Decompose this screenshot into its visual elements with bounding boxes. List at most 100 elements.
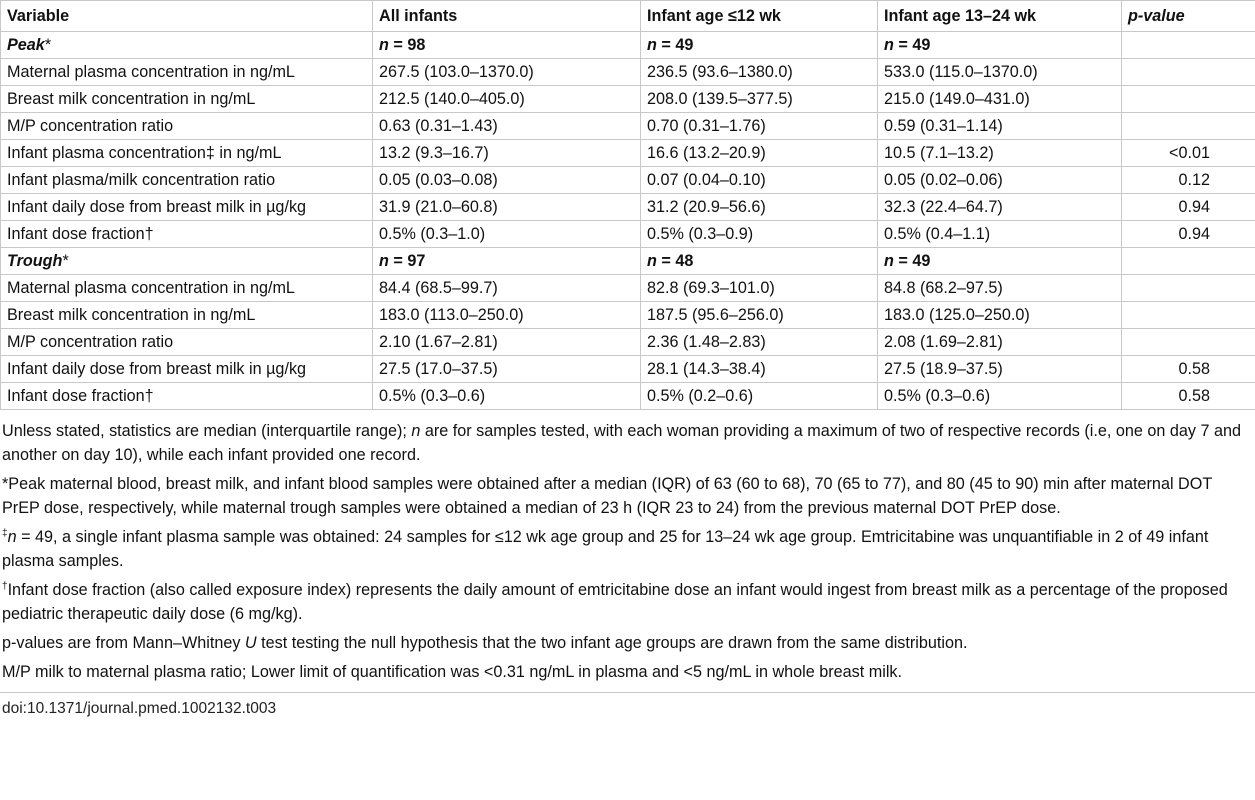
n-value: 97 — [407, 252, 426, 270]
table-row: Maternal plasma concentration in ng/mL 84… — [0, 274, 1255, 302]
cell-variable: Breast milk concentration in ng/mL — [0, 85, 373, 113]
table-figure: Variable All infants Infant age ≤12 wk I… — [0, 0, 1255, 717]
cell-age-le12: 31.2 (20.9–56.6) — [640, 193, 878, 221]
group-p-empty — [1121, 31, 1255, 59]
footnote-peak-trough: *Peak maternal blood, breast milk, and i… — [2, 475, 1212, 517]
n-symbol: n — [379, 36, 389, 54]
header-all-infants: All infants — [372, 0, 641, 32]
group-row-peak: Peak* n = 98 n = 49 n = 49 — [0, 31, 1255, 59]
cell-age-13-24: 215.0 (149.0–431.0) — [877, 85, 1122, 113]
n-value: 48 — [675, 252, 694, 270]
group-label-cell: Peak* — [0, 31, 373, 59]
cell-age-13-24: 0.5% (0.3–0.6) — [877, 382, 1122, 410]
doi-link[interactable]: doi:10.1371/journal.pmed.1002132.t003 — [2, 700, 277, 717]
table-row: Infant plasma/milk concentration ratio 0.… — [0, 166, 1255, 194]
cell-age-13-24: 0.59 (0.31–1.14) — [877, 112, 1122, 140]
cell-p-value — [1121, 85, 1255, 113]
footnote-text: test testing the null hypothesis that th… — [256, 634, 968, 652]
header-row: Variable All infants Infant age ≤12 wk I… — [0, 0, 1255, 32]
footnote-italic: n — [411, 422, 421, 440]
cell-age-13-24: 533.0 (115.0–1370.0) — [877, 58, 1122, 86]
cell-age-13-24: 27.5 (18.9–37.5) — [877, 355, 1122, 383]
cell-all-infants: 183.0 (113.0–250.0) — [372, 301, 641, 329]
cell-age-le12: 0.5% (0.2–0.6) — [640, 382, 878, 410]
cell-age-le12: 28.1 (14.3–38.4) — [640, 355, 878, 383]
group-row-trough: Trough* n = 97 n = 48 n = 49 — [0, 247, 1255, 275]
cell-p-value — [1121, 112, 1255, 140]
table-footnotes: Unless stated, statistics are median (in… — [0, 419, 1252, 684]
n-value: 49 — [675, 36, 694, 54]
n-symbol: n — [884, 252, 894, 270]
cell-p-value: <0.01 — [1121, 139, 1255, 167]
cell-all-infants: 31.9 (21.0–60.8) — [372, 193, 641, 221]
n-value: 49 — [912, 36, 931, 54]
cell-p-value: 0.94 — [1121, 220, 1255, 248]
header-age-13-24: Infant age 13–24 wk — [877, 0, 1122, 32]
group-n-13-24: n = 49 — [877, 247, 1122, 275]
footnote-p-values: p-values are from Mann–Whitney U test te… — [2, 631, 1252, 655]
n-value: 49 — [912, 252, 931, 270]
cell-age-le12: 0.07 (0.04–0.10) — [640, 166, 878, 194]
cell-variable: Infant daily dose from breast milk in µg… — [0, 193, 373, 221]
table-row: Infant dose fraction† 0.5% (0.3–1.0) 0.5% … — [0, 220, 1255, 248]
footnote-text: Infant dose fraction (also called exposu… — [2, 581, 1228, 623]
cell-p-value: 0.94 — [1121, 193, 1255, 221]
cell-age-le12: 0.70 (0.31–1.76) — [640, 112, 878, 140]
cell-age-le12: 16.6 (13.2–20.9) — [640, 139, 878, 167]
footnote-infant-plasma: ‡n = 49, a single infant plasma sample w… — [2, 525, 1252, 573]
group-label: Trough — [7, 252, 63, 270]
cell-variable: Infant dose fraction† — [0, 382, 373, 410]
cell-all-infants: 0.63 (0.31–1.43) — [372, 112, 641, 140]
cell-all-infants: 2.10 (1.67–2.81) — [372, 328, 641, 356]
cell-p-value: 0.58 — [1121, 355, 1255, 383]
cell-p-value — [1121, 328, 1255, 356]
cell-age-13-24: 0.05 (0.02–0.06) — [877, 166, 1122, 194]
group-p-empty — [1121, 247, 1255, 275]
cell-variable: M/P concentration ratio — [0, 112, 373, 140]
cell-all-infants: 0.05 (0.03–0.08) — [372, 166, 641, 194]
header-p-value-text: p-value — [1128, 7, 1185, 25]
cell-all-infants: 0.5% (0.3–0.6) — [372, 382, 641, 410]
cell-all-infants: 13.2 (9.3–16.7) — [372, 139, 641, 167]
cell-all-infants: 0.5% (0.3–1.0) — [372, 220, 641, 248]
header-p-value: p-value — [1121, 0, 1255, 32]
group-n-13-24: n = 49 — [877, 31, 1122, 59]
cell-p-value — [1121, 301, 1255, 329]
group-label-cell: Trough* — [0, 247, 373, 275]
cell-age-le12: 187.5 (95.6–256.0) — [640, 301, 878, 329]
group-n-le12: n = 49 — [640, 31, 878, 59]
footnote-text: are for samples tested, with each woman … — [2, 422, 1241, 464]
n-symbol: n — [647, 252, 657, 270]
cell-age-le12: 2.36 (1.48–2.83) — [640, 328, 878, 356]
table-row: Maternal plasma concentration in ng/mL 26… — [0, 58, 1255, 86]
table-row: M/P concentration ratio 2.10 (1.67–2.81) 2… — [0, 328, 1255, 356]
asterisk-mark: * — [62, 252, 69, 270]
cell-age-13-24: 10.5 (7.1–13.2) — [877, 139, 1122, 167]
table-row: M/P concentration ratio 0.63 (0.31–1.43) 0… — [0, 112, 1255, 140]
cell-age-le12: 236.5 (93.6–1380.0) — [640, 58, 878, 86]
table-row: Breast milk concentration in ng/mL 183.0 … — [0, 301, 1255, 329]
footnote-text: Unless stated, statistics are median (in… — [2, 422, 412, 440]
footnote-dose-fraction: †Infant dose fraction (also called expos… — [2, 578, 1252, 626]
cell-all-infants: 267.5 (103.0–1370.0) — [372, 58, 641, 86]
footnote-stats: Unless stated, statistics are median (in… — [2, 419, 1252, 467]
cell-age-13-24: 0.5% (0.4–1.1) — [877, 220, 1122, 248]
table-row: Breast milk concentration in ng/mL 212.5 … — [0, 85, 1255, 113]
cell-variable: Maternal plasma concentration in ng/mL — [0, 274, 373, 302]
group-n-all: n = 97 — [372, 247, 641, 275]
cell-age-le12: 82.8 (69.3–101.0) — [640, 274, 878, 302]
n-symbol: n — [379, 252, 389, 270]
cell-p-value — [1121, 58, 1255, 86]
table-body: Peak* n = 98 n = 49 n = 49 Maternal plas… — [0, 31, 1255, 410]
cell-p-value: 0.12 — [1121, 166, 1255, 194]
table-row: Infant daily dose from breast milk in µg… — [0, 193, 1255, 221]
group-label: Peak — [7, 36, 45, 54]
cell-variable: Infant plasma concentration‡ in ng/mL — [0, 139, 373, 167]
cell-variable: Breast milk concentration in ng/mL — [0, 301, 373, 329]
n-symbol: n — [647, 36, 657, 54]
cell-age-13-24: 32.3 (22.4–64.7) — [877, 193, 1122, 221]
cell-age-13-24: 84.8 (68.2–97.5) — [877, 274, 1122, 302]
asterisk-mark: * — [44, 36, 52, 54]
n-value: 98 — [407, 36, 426, 54]
results-table: Variable All infants Infant age ≤12 wk I… — [0, 0, 1255, 410]
